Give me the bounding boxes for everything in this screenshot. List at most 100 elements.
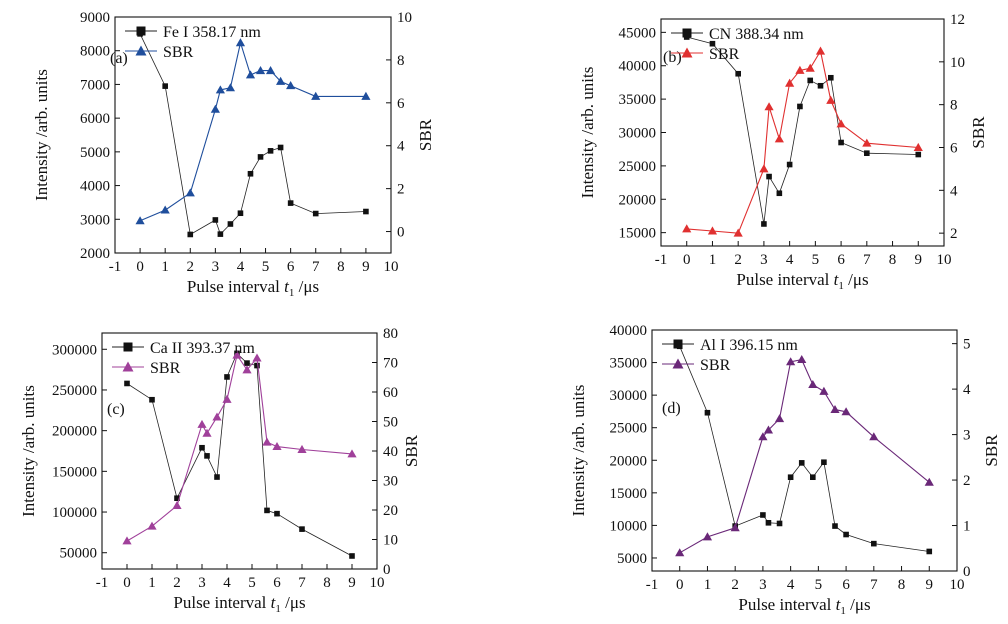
legend-marker-square xyxy=(673,339,683,349)
data-point-square xyxy=(797,103,803,110)
data-point-triangle xyxy=(215,85,225,94)
data-point-square xyxy=(224,374,230,380)
x-tick-label: 8 xyxy=(889,252,897,268)
data-point-square xyxy=(174,495,180,501)
legend-label-intensity: Fe I 358.17 nm xyxy=(163,24,261,41)
y2-axis-label: SBR xyxy=(969,116,988,149)
data-point-square xyxy=(915,151,922,158)
x-axis-unit: /μs xyxy=(281,593,306,612)
data-point-square xyxy=(287,200,294,206)
data-point-triangle xyxy=(682,224,692,233)
data-point-square xyxy=(709,40,716,47)
y2-tick-label: 4 xyxy=(397,139,405,155)
x-tick-label: 9 xyxy=(926,577,934,593)
x-axis-subscript: 1 xyxy=(840,605,846,617)
data-point-triangle xyxy=(795,65,805,74)
x-tick-label: 3 xyxy=(198,575,206,591)
y-tick-label: 50000 xyxy=(60,546,98,562)
data-point-square xyxy=(828,74,834,81)
data-point-triangle xyxy=(862,138,872,147)
data-point-triangle xyxy=(286,81,296,90)
data-point-square xyxy=(704,409,711,416)
data-point-square xyxy=(247,170,254,177)
x-tick-label: 0 xyxy=(676,577,684,593)
plot-frame xyxy=(101,332,378,570)
plot-frame xyxy=(660,18,945,247)
x-tick-label: 5 xyxy=(815,577,823,593)
y-tick-label: 5000 xyxy=(617,551,647,567)
x-axis-label: Pulse interval t1 /μs xyxy=(187,277,319,299)
data-point-square xyxy=(760,512,766,518)
y2-tick-label: 40 xyxy=(383,444,398,460)
x-tick-label: 1 xyxy=(161,259,169,275)
data-point-square xyxy=(124,380,130,387)
x-axis-symbol: t xyxy=(836,595,842,614)
x-axis-symbol: t xyxy=(834,270,840,289)
y-axis-label: Intensity /arb. units xyxy=(32,69,51,201)
data-point-triangle xyxy=(808,379,818,389)
y-tick-label: 25000 xyxy=(619,159,657,175)
data-point-triangle xyxy=(826,95,836,104)
y2-tick-label: 0 xyxy=(963,564,971,580)
data-point-square xyxy=(926,548,933,555)
data-point-square xyxy=(761,221,767,227)
data-point-square xyxy=(807,77,814,84)
data-point-square xyxy=(199,444,205,451)
data-point-square xyxy=(821,459,827,466)
y2-tick-label: 0 xyxy=(397,225,405,241)
data-point-triangle xyxy=(758,432,768,441)
legend-marker-triangle xyxy=(135,45,147,56)
x-tick-label: 6 xyxy=(842,577,850,593)
data-point-square xyxy=(299,526,305,532)
y2-axis-label: SBR xyxy=(982,434,1001,467)
legend-marker-triangle xyxy=(681,47,693,58)
data-point-square xyxy=(776,520,783,527)
x-tick-label: 1 xyxy=(709,252,717,268)
data-point-square xyxy=(735,70,741,77)
data-point-square xyxy=(264,507,270,514)
panel-c: -1 0 1 2 3 4 5 6 7 8 9 1050000100000150000200000250… xyxy=(19,326,421,615)
data-point-triangle xyxy=(675,548,685,557)
data-point-triangle xyxy=(836,119,846,128)
data-point-square xyxy=(776,190,783,197)
series-line-intensity xyxy=(679,346,930,552)
x-tick-label: 6 xyxy=(273,575,281,591)
data-point-triangle xyxy=(361,91,371,100)
y-tick-label: 300000 xyxy=(52,342,97,358)
x-tick-label: 0 xyxy=(683,252,691,268)
data-point-triangle xyxy=(210,104,220,113)
data-point-square xyxy=(244,360,250,366)
x-tick-label: 5 xyxy=(248,575,256,591)
y-tick-label: 25000 xyxy=(610,421,648,437)
x-tick-label: 4 xyxy=(786,252,794,268)
data-point-square xyxy=(871,540,877,547)
series-line-sbr xyxy=(686,49,919,234)
x-tick-label: 3 xyxy=(759,577,767,593)
x-tick-label: -1 xyxy=(655,252,668,268)
y2-tick-label: 70 xyxy=(383,356,398,372)
y-tick-label: 3000 xyxy=(80,212,110,228)
x-tick-label: 3 xyxy=(212,259,220,275)
x-tick-label: 10 xyxy=(937,252,952,268)
plot-frame xyxy=(651,329,958,572)
data-point-triangle xyxy=(759,164,769,173)
y-tick-label: 150000 xyxy=(52,464,97,480)
y2-tick-label: 3 xyxy=(963,428,971,444)
y-tick-label: 20000 xyxy=(619,192,657,208)
y2-tick-label: 10 xyxy=(950,55,965,71)
data-point-triangle xyxy=(841,407,851,416)
data-point-square xyxy=(838,139,844,146)
x-tick-label: 1 xyxy=(704,577,712,593)
data-point-triangle xyxy=(786,357,796,366)
panel-b: -1 0 1 2 3 4 5 6 7 8 9 1015000200002500030000350004… xyxy=(578,12,988,292)
data-point-triangle xyxy=(311,91,321,100)
x-axis-symbol: t xyxy=(284,277,290,296)
y-tick-label: 30000 xyxy=(610,388,648,404)
y2-tick-label: 6 xyxy=(950,140,958,156)
x-axis-subscript: 1 xyxy=(838,280,844,292)
data-point-square xyxy=(786,161,793,168)
y-tick-label: 20000 xyxy=(610,453,648,469)
y-tick-label: 10000 xyxy=(610,518,648,534)
x-tick-label: 9 xyxy=(915,252,923,268)
